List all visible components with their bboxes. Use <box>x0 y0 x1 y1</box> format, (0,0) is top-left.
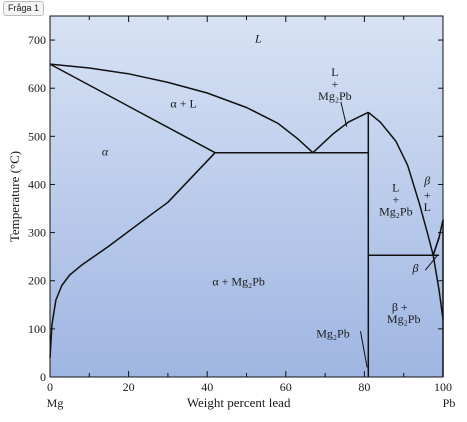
y-tick-label: 600 <box>28 81 46 95</box>
phase-line-solidus-left <box>49 63 216 154</box>
phase-region-label-5: β <box>423 173 430 187</box>
phase-region-label-6: β + <box>392 300 408 314</box>
phase-region-label-7: Mg₂Pb <box>387 312 421 326</box>
plot-area <box>49 15 444 378</box>
l-mg2pb-label-line-0: L <box>392 181 399 195</box>
phase-line-liquidus-mg2pb-right <box>367 111 434 256</box>
phase-line-liquidus-mg2pb-left <box>312 111 369 154</box>
phase-line-beta-solidus <box>432 237 440 256</box>
x-tick-label: 80 <box>358 380 370 394</box>
beta-l-label-line-1: L <box>424 200 431 214</box>
question-badge: Fråga 1 <box>3 1 45 16</box>
beta-l-label-line-0: + <box>424 188 431 202</box>
phase-region-label-1: α + L <box>170 96 196 110</box>
x-tick-label: 20 <box>123 380 135 394</box>
x-tick-label: 100 <box>434 380 452 394</box>
x-end-label-mg: Mg <box>47 396 64 410</box>
leader-line-0 <box>340 101 348 127</box>
x-axis-label: Weight percent lead <box>187 395 291 410</box>
y-tick-label: 200 <box>28 274 46 288</box>
x-tick-label: 40 <box>201 380 213 394</box>
phase-region-label-3: α + Mg₂Pb <box>212 275 265 289</box>
phase-line-beta-solvus <box>432 255 444 320</box>
phase-line-alpha-solvus <box>49 152 216 358</box>
phase-region-label-2: α <box>102 145 109 159</box>
liquid-mg2pb-label-line-2: Mg₂Pb <box>318 89 352 103</box>
y-tick-label: 0 <box>40 370 46 384</box>
y-tick-label: 700 <box>28 33 46 47</box>
leader-line-2 <box>424 255 438 271</box>
y-tick-label: 100 <box>28 322 46 336</box>
phase-region-label-0: L <box>254 31 262 45</box>
y-tick-label: 300 <box>28 226 46 240</box>
mg2pb-compound-label: Mg₂Pb <box>316 327 350 341</box>
y-axis-label: Temperature (°C) <box>7 151 22 242</box>
l-mg2pb-label-line-1: + <box>392 193 399 207</box>
x-tick-label: 60 <box>280 380 292 394</box>
liquid-mg2pb-label-line-0: L <box>331 65 338 79</box>
y-tick-label: 500 <box>28 129 46 143</box>
leader-line-1 <box>359 331 368 368</box>
phase-line-liquidus-left <box>49 63 314 154</box>
phase-region-label-4: β <box>411 261 418 275</box>
y-tick-label: 400 <box>28 177 46 191</box>
x-end-label-pb: Pb <box>443 396 456 410</box>
liquid-mg2pb-label-line-1: + <box>332 77 339 91</box>
l-mg2pb-label-line-2: Mg₂Pb <box>379 205 413 219</box>
x-tick-label: 0 <box>47 380 53 394</box>
